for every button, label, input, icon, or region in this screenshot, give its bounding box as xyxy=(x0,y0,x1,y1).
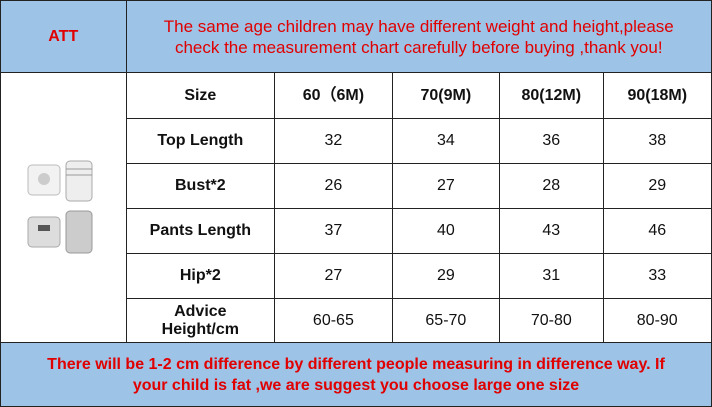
cell: 60（6M) xyxy=(274,72,393,119)
cell: 31 xyxy=(499,253,604,299)
row-label: Size xyxy=(125,72,276,119)
cell: 27 xyxy=(274,253,393,299)
notice-line: check the measurement chart carefully be… xyxy=(174,37,663,57)
row-label: Hip*2 xyxy=(125,253,276,299)
notice-line: The same age children may have different… xyxy=(163,16,674,36)
row-label: Bust*2 xyxy=(125,163,276,209)
cell: 29 xyxy=(391,253,501,299)
cell: 70-80 xyxy=(499,298,604,343)
cell: 34 xyxy=(391,118,501,164)
cell: 32 xyxy=(274,118,393,164)
footer-line: There will be 1-2 cm difference by diffe… xyxy=(47,355,665,373)
cell: 33 xyxy=(602,253,712,299)
cell: 65-70 xyxy=(391,298,501,343)
cell: 80-90 xyxy=(602,298,712,343)
cell: 60-65 xyxy=(274,298,393,343)
cell: 29 xyxy=(602,163,712,209)
cell: 38 xyxy=(602,118,712,164)
footer-line: your child is fat ,we are suggest you ch… xyxy=(132,376,580,394)
cell: 37 xyxy=(274,208,393,254)
cell: 28 xyxy=(499,163,604,209)
cell: 46 xyxy=(602,208,712,254)
cell: 26 xyxy=(274,163,393,209)
cell: 36 xyxy=(499,118,604,164)
product-images xyxy=(27,160,93,254)
cell: 90(18M) xyxy=(602,72,712,119)
footer-notice: There will be 1-2 cm difference by diffe… xyxy=(0,342,712,407)
brand: ATT xyxy=(0,0,127,73)
cell: 70(9M) xyxy=(391,72,501,119)
header-notice: The same age children may have different… xyxy=(125,0,712,73)
cell: 80(12M) xyxy=(499,72,604,119)
cell: 40 xyxy=(391,208,501,254)
row-label: Advice Height/cm xyxy=(125,298,276,343)
image-cell xyxy=(0,72,127,343)
cell: 27 xyxy=(391,163,501,209)
row-label: Pants Length xyxy=(125,208,276,254)
cell: 43 xyxy=(499,208,604,254)
row-label: Top Length xyxy=(125,118,276,164)
